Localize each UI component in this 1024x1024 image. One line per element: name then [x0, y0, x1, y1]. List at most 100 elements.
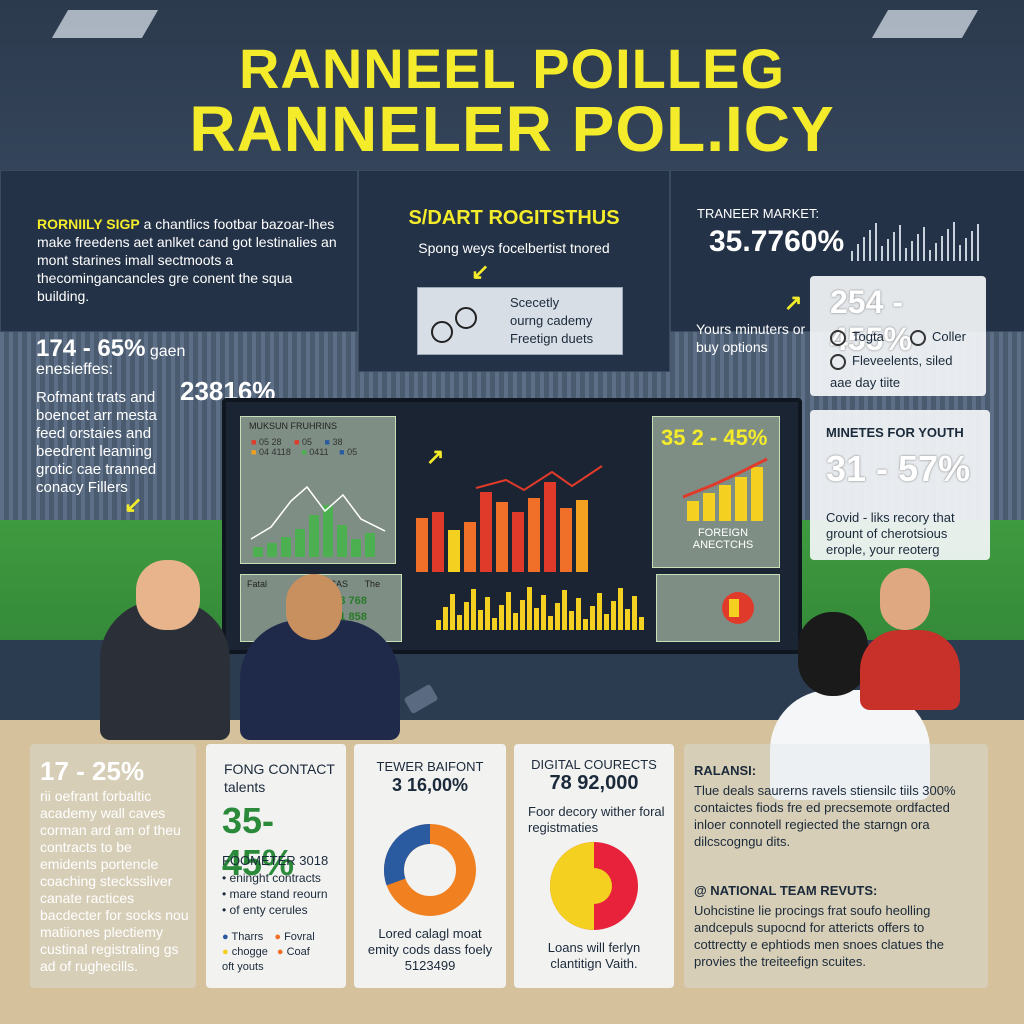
- histogram-bar: [569, 611, 574, 630]
- signal-bar: [869, 230, 871, 261]
- panel-right-label: FOREIGN ANECTCHS: [692, 527, 754, 551]
- signal-bar: [875, 223, 877, 261]
- histogram-bar: [485, 597, 490, 630]
- histogram-bar: [583, 619, 588, 630]
- arrow-icon: ↙: [471, 259, 490, 284]
- histogram-bar: [562, 590, 567, 630]
- histogram-bar: [618, 588, 623, 630]
- top-center-heading: S/DART ROGITSTHUS: [408, 207, 620, 229]
- legend-entry: oft youts: [222, 961, 264, 973]
- histogram-bar: [548, 616, 553, 630]
- right-card-2: MINETES FOR YOUTH 31 - 57% Covid - liks …: [810, 410, 990, 560]
- bottom-right-text-1: Tlue deals saurerns ravels stiensilc tii…: [694, 783, 956, 849]
- orange-bar-chart: ↗: [416, 444, 603, 572]
- bottom-card-2-list: • eninght contracts • mare stand reourn …: [222, 871, 328, 917]
- bottom-card-3-value: 3 16,00%: [391, 775, 469, 795]
- right-card-1-footer: aae day tiite: [830, 375, 901, 390]
- top-center-panel: S/DART ROGITSTHUS Spong weys focelbertis…: [358, 170, 670, 372]
- green-bar-line-chart: [250, 485, 386, 557]
- histogram-bar: [604, 614, 609, 630]
- legend-entry: 05 28: [258, 437, 282, 447]
- bottom-right-text-2: Uohcistine lie procings frat soufo heoll…: [694, 903, 945, 969]
- legend-entry: chogge: [231, 946, 268, 958]
- legend: ■ 05 28 ■ 05 ■ 38 ■ 04 4118 ■ 0411 ■ 05: [251, 437, 358, 457]
- ceiling-background: [0, 0, 1024, 170]
- person-head: [136, 560, 200, 630]
- legend-entry: Tharrs: [231, 931, 264, 943]
- right-card-1-value: 254 - 455%: [830, 284, 912, 357]
- signal-bar: [971, 231, 973, 261]
- person-silhouette: [240, 620, 400, 740]
- histogram-bar: [478, 610, 483, 630]
- bottom-card-1-text: rii oefrant forbaltic academy wall caves…: [40, 788, 189, 974]
- bottom-card-2-list-title: FOOMETER 3018: [222, 853, 329, 868]
- arrow-icon: ↙: [124, 492, 143, 517]
- signal-bar: [887, 239, 889, 261]
- signal-bar: [917, 234, 919, 261]
- bottom-right-heading-1: RALANSI:: [694, 763, 757, 778]
- transfer-market-value: 35.7760%: [709, 225, 845, 258]
- table-header: The: [364, 579, 381, 589]
- yellow-bar-chart: [683, 457, 768, 521]
- histogram-bar: [471, 589, 476, 630]
- signal-bar: [905, 248, 907, 261]
- list-item: of enty cerules: [229, 903, 308, 917]
- signal-bar: [893, 232, 895, 261]
- histogram-bar: [597, 593, 602, 630]
- bottom-card-2: FONG CONTACT talents 35-45% FOOMETER 301…: [206, 744, 346, 988]
- table-header: Fatal: [247, 579, 268, 589]
- bottom-card-4-subtitle: Foor decory wither foral registmaties: [528, 804, 665, 835]
- list-item: eninght contracts: [229, 871, 321, 885]
- right-card-1-item: Fleveelents, siled: [852, 353, 953, 368]
- left-mid-value-1-suffix: gaen enesieffes:: [36, 343, 186, 378]
- histogram-bar: [499, 605, 504, 630]
- right-card-1: 254 - 455% Togta Coller Fleveelents, sil…: [810, 276, 986, 396]
- title-line-2: RANNELER POL.ICY: [189, 93, 835, 165]
- histogram-bar: [611, 601, 616, 630]
- percent-chart-panel: 35 2 - 45% FOREIGN ANECTCHS: [652, 416, 780, 568]
- circle-icon: [910, 329, 926, 346]
- histogram-bar: [576, 598, 581, 630]
- legend-entry: 0411: [309, 447, 329, 457]
- histogram-bar: [590, 606, 595, 630]
- bottom-card-2-heading: FONG CONTACT talents: [224, 761, 335, 795]
- right-card-1-item: Coller: [932, 329, 966, 344]
- signal-bar: [929, 250, 931, 261]
- bottom-card-3: TEWER BAIFONT 3 16,00% Lored calagl moat…: [354, 744, 506, 988]
- person-head: [880, 568, 930, 630]
- bottom-card-1-value: 17 - 25%: [40, 756, 145, 786]
- histogram-bar: [436, 620, 441, 630]
- big-screen: MUKSUN FRUHRINS ■ 05 28 ■ 05 ■ 38 ■ 04 4…: [222, 398, 802, 654]
- list-item: mare stand reourn: [229, 887, 328, 901]
- legend-entry: 04 4118: [258, 447, 291, 457]
- person-silhouette: [860, 630, 960, 710]
- histogram-bar: [541, 595, 546, 630]
- signal-bar: [923, 227, 925, 261]
- bottom-card-3-heading: TEWER BAIFONT: [376, 759, 484, 774]
- red-circle-chart: [722, 592, 754, 624]
- signal-bar: [851, 251, 853, 261]
- arrow-icon: ↗: [784, 290, 803, 315]
- left-mid-value-1: 174 - 65%: [36, 335, 146, 362]
- top-left-panel: RORNIILY SIGP a chantlics footbar bazoar…: [0, 170, 358, 332]
- histogram-bar: [492, 618, 497, 630]
- histogram-bar: [520, 600, 525, 630]
- signal-bar: [959, 245, 961, 261]
- signal-bar: [863, 237, 865, 261]
- histogram-bar: [464, 602, 469, 630]
- signal-bars: [851, 222, 979, 261]
- bottom-card-4-text: Loans will ferlyn clantitign Vaith.: [547, 940, 641, 971]
- histogram-bar: [513, 613, 518, 630]
- transfer-market-label: TRANEER MARKET:: [697, 206, 820, 221]
- top-left-text: a chantlics footbar bazoar-lhes make fre…: [37, 216, 337, 304]
- signal-bar: [911, 241, 913, 261]
- histogram-bar: [527, 587, 532, 630]
- histogram-bar: [639, 617, 644, 630]
- histogram-bar: [534, 608, 539, 630]
- signal-bar: [953, 222, 955, 261]
- histogram-bar: [443, 607, 448, 630]
- bottom-right-card: RALANSI: Tlue deals saurerns ravels stie…: [684, 744, 988, 988]
- bottom-right-heading-2: @ NATIONAL TEAM REVUTS:: [694, 883, 878, 898]
- bottom-card-2-legend: ● Tharrs ● Fovral ● chogge ● Coaf oft yo…: [222, 931, 315, 973]
- donut-mini-panel: [656, 574, 780, 642]
